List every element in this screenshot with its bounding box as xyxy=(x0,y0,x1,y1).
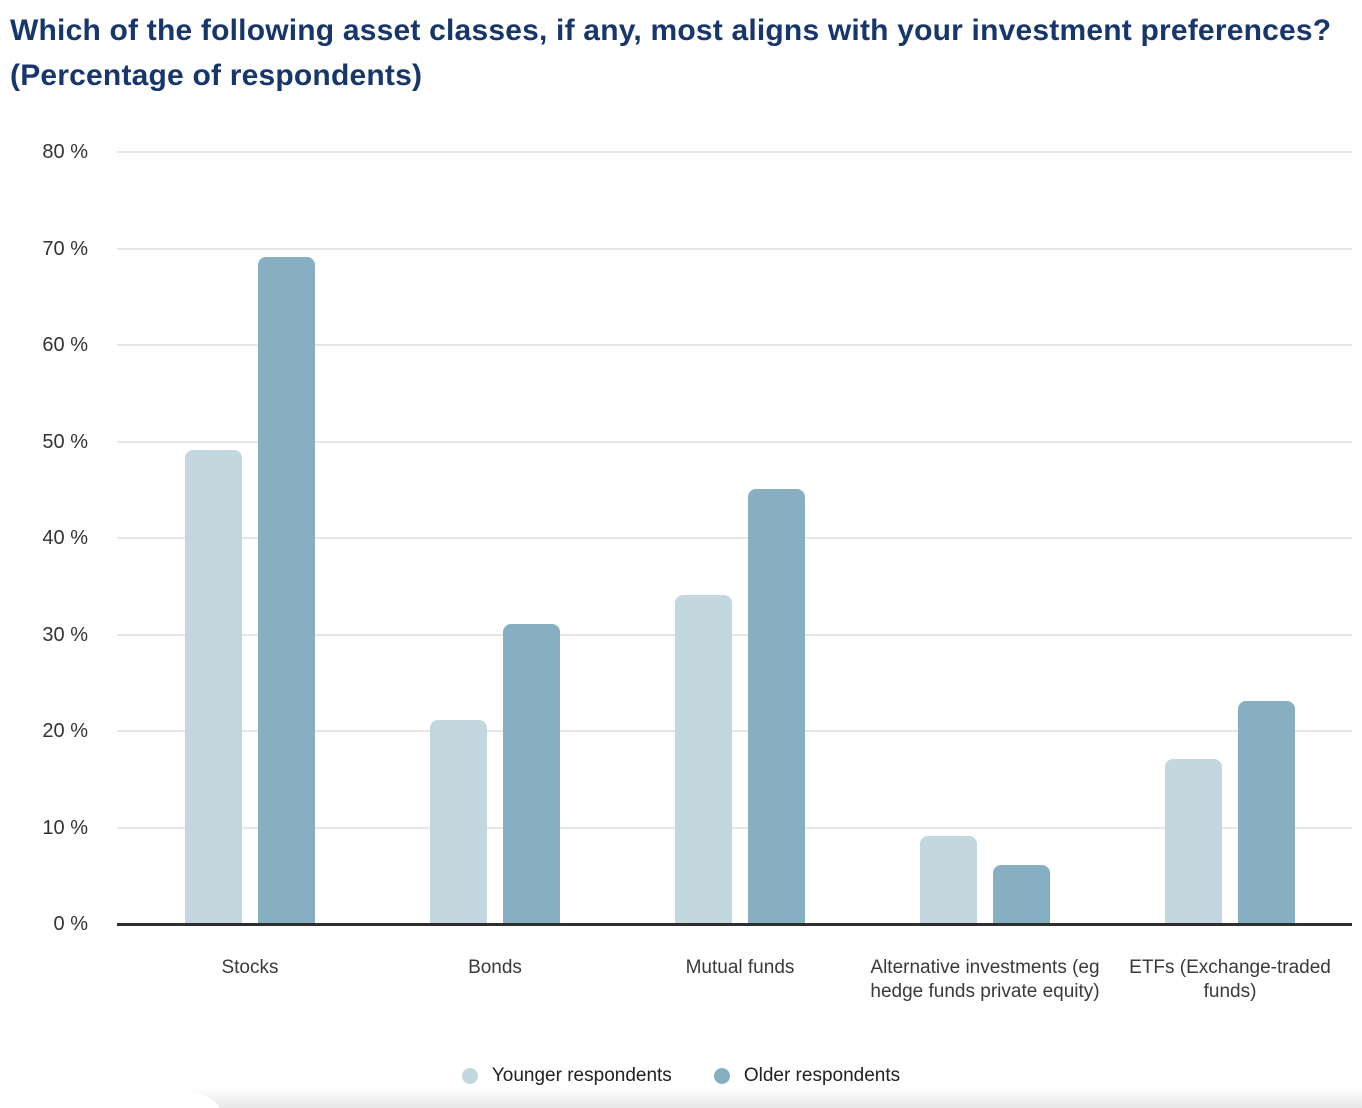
bar-younger-stocks xyxy=(185,450,242,923)
bar-younger-etfs-exchange xyxy=(1165,759,1222,923)
legend-swatch-icon xyxy=(713,1068,730,1084)
y-tick-label-30: 30 % xyxy=(42,623,88,646)
gridline-20 xyxy=(117,730,1352,732)
bar-younger-alternative-investments xyxy=(920,836,977,923)
gridline-60 xyxy=(117,344,1352,346)
bar-younger-bonds xyxy=(430,720,487,923)
chart-legend: Younger respondents Older respondents xyxy=(0,1060,1362,1092)
x-axis-line xyxy=(117,923,1352,926)
legend-label: Younger respondents xyxy=(491,1065,672,1086)
y-tick-label-20: 20 % xyxy=(42,720,88,742)
gridline-40 xyxy=(117,537,1352,539)
legend-label: Older respondents xyxy=(743,1065,901,1086)
y-tick-label-80: 80 % xyxy=(42,141,88,163)
bar-older-mutual-funds xyxy=(748,489,805,923)
x-category-label-alternative-investments: Alternative investments (eg hedge funds … xyxy=(870,957,1100,1002)
y-tick-label-0: 0 % xyxy=(53,913,88,935)
legend-item-younger-respondents[interactable]: Younger respondents xyxy=(461,1065,672,1087)
chart-title-line-2: (Percentage of respondents) xyxy=(10,59,423,92)
gridline-30 xyxy=(117,633,1352,636)
chart-title-line-1: Which of the following asset classes, if… xyxy=(10,14,1332,47)
x-category-label-stocks: Stocks xyxy=(221,957,279,978)
bar-older-bonds xyxy=(503,624,560,923)
y-tick-label-60: 60 % xyxy=(42,334,88,356)
gridline-70 xyxy=(117,247,1352,250)
x-category-label-etfs-exchange: ETFs (Exchange-traded funds) xyxy=(1129,957,1331,1002)
bar-older-etfs-exchange xyxy=(1238,701,1295,923)
x-category-label-bonds: Bonds xyxy=(468,957,522,978)
gridline-80 xyxy=(117,151,1352,153)
y-tick-label-50: 50 % xyxy=(42,430,88,453)
y-tick-label-70: 70 % xyxy=(42,237,88,260)
chart-title: Which of the following asset classes, if… xyxy=(10,8,1358,98)
legend-item-older-respondents[interactable]: Older respondents xyxy=(713,1065,901,1087)
gridline-50 xyxy=(117,440,1352,443)
bottom-fade-decoration xyxy=(0,1078,1362,1108)
y-tick-label-10: 10 % xyxy=(42,816,88,839)
x-category-label-mutual-funds: Mutual funds xyxy=(685,957,795,978)
bar-older-stocks xyxy=(258,257,315,923)
gridline-10 xyxy=(117,826,1352,829)
bar-younger-mutual-funds xyxy=(675,595,732,923)
y-tick-label-40: 40 % xyxy=(42,527,88,549)
bar-older-alternative-investments xyxy=(993,865,1050,923)
legend-swatch-icon xyxy=(461,1068,478,1084)
